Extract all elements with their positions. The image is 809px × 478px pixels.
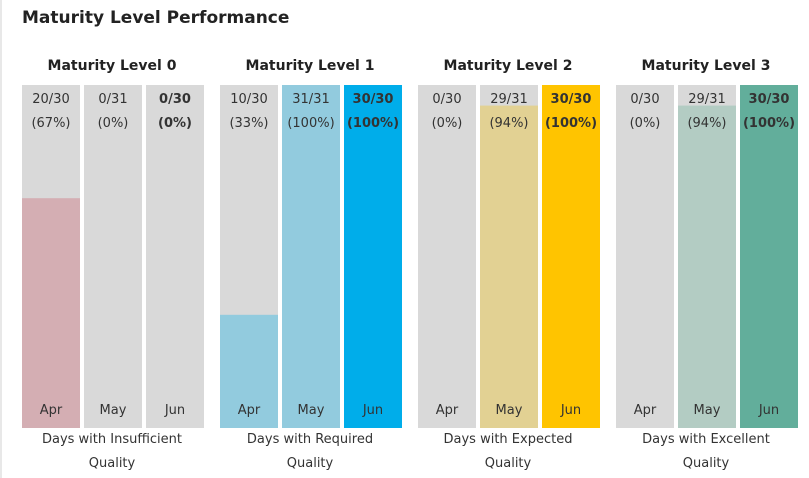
panel-title: Maturity Level 1 bbox=[245, 58, 375, 74]
bar bbox=[678, 105, 736, 428]
bar bbox=[480, 105, 538, 428]
value-label: (0%) bbox=[431, 116, 463, 131]
value-label: (33%) bbox=[229, 116, 269, 131]
category-label: Apr bbox=[39, 403, 63, 418]
count-label: 10/30 bbox=[230, 92, 268, 107]
count-label: 30/30 bbox=[748, 92, 790, 107]
page-title: Maturity Level Performance bbox=[22, 8, 290, 28]
category-label: Jun bbox=[560, 403, 582, 418]
count-label: 31/31 bbox=[292, 92, 330, 107]
value-label: (100%) bbox=[742, 116, 796, 131]
category-label: May bbox=[99, 403, 127, 418]
count-label: 29/31 bbox=[688, 92, 726, 107]
value-label: (94%) bbox=[489, 116, 529, 131]
category-label: Jun bbox=[362, 403, 384, 418]
bar bbox=[220, 314, 278, 428]
category-label: Apr bbox=[435, 403, 459, 418]
category-label: Apr bbox=[237, 403, 261, 418]
panel-title: Maturity Level 0 bbox=[47, 58, 177, 74]
bar-background bbox=[84, 85, 142, 428]
bar bbox=[740, 85, 798, 428]
count-label: 30/30 bbox=[550, 92, 592, 107]
count-label: 0/30 bbox=[630, 92, 660, 107]
count-label: 30/30 bbox=[352, 92, 394, 107]
count-label: 0/31 bbox=[98, 92, 128, 107]
count-label: 0/30 bbox=[159, 92, 191, 107]
value-label: (0%) bbox=[97, 116, 129, 131]
value-label: (100%) bbox=[544, 116, 598, 131]
count-label: 20/30 bbox=[32, 92, 70, 107]
count-label: 29/31 bbox=[490, 92, 528, 107]
category-label: Jun bbox=[164, 403, 186, 418]
panel-title: Maturity Level 2 bbox=[443, 58, 573, 74]
category-label: May bbox=[495, 403, 523, 418]
bar-background bbox=[616, 85, 674, 428]
value-label: (0%) bbox=[158, 116, 192, 131]
bar bbox=[542, 85, 600, 428]
value-label: (100%) bbox=[346, 116, 400, 131]
bar-background bbox=[418, 85, 476, 428]
category-label: Jun bbox=[758, 403, 780, 418]
x-axis-label: Days with Expected Quality bbox=[443, 432, 573, 471]
category-label: Apr bbox=[633, 403, 657, 418]
x-axis-label: Days with Required Quality bbox=[246, 432, 374, 471]
value-label: (0%) bbox=[629, 116, 661, 131]
bar-background bbox=[146, 85, 204, 428]
bar bbox=[282, 85, 340, 428]
bar bbox=[344, 85, 402, 428]
value-label: (100%) bbox=[287, 116, 335, 131]
value-label: (94%) bbox=[687, 116, 727, 131]
panel-title: Maturity Level 3 bbox=[641, 58, 771, 74]
category-label: May bbox=[693, 403, 721, 418]
x-axis-label: Days with Insufficient Quality bbox=[41, 432, 183, 471]
category-label: May bbox=[297, 403, 325, 418]
count-label: 0/30 bbox=[432, 92, 462, 107]
x-axis-label: Days with Excellent Quality bbox=[642, 432, 770, 471]
bar bbox=[22, 198, 80, 428]
value-label: (67%) bbox=[31, 116, 71, 131]
